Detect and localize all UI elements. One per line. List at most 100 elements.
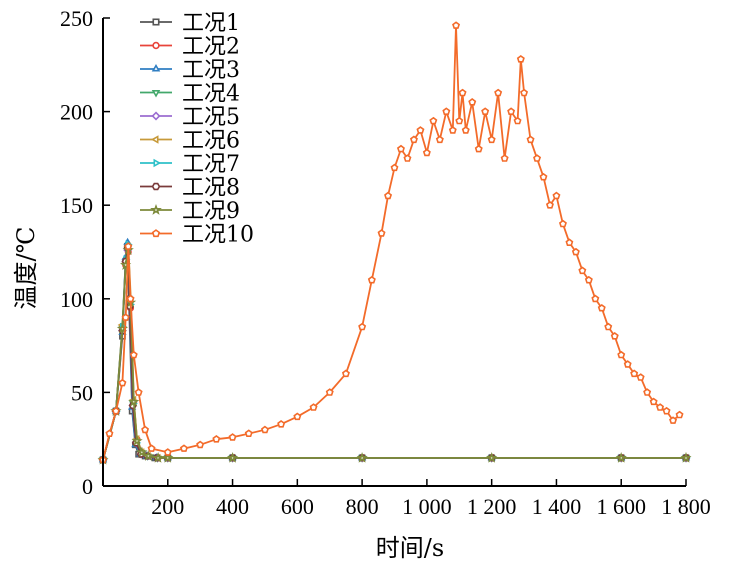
data-point	[649, 397, 658, 406]
data-point	[442, 107, 451, 115]
data-point	[403, 154, 412, 162]
y-axis-title: 温度/℃	[12, 227, 40, 310]
data-point	[656, 403, 665, 411]
data-point	[384, 191, 393, 200]
data-point	[604, 322, 613, 331]
y-tick-label: 0	[82, 474, 93, 499]
data-point	[416, 126, 425, 134]
data-point	[500, 154, 509, 162]
series-line	[102, 249, 686, 461]
legend-entry: 工况7	[140, 152, 240, 177]
data-point	[142, 450, 154, 461]
series-line	[102, 247, 686, 461]
x-tick-label: 400	[216, 494, 249, 519]
legend-marker	[151, 63, 161, 72]
data-point	[435, 135, 444, 144]
data-point	[452, 21, 461, 29]
data-point	[520, 88, 529, 97]
legend-entry: 工况6	[140, 129, 240, 154]
data-point	[584, 275, 593, 284]
legend-entry: 工况9	[140, 199, 240, 224]
series-line	[102, 245, 686, 461]
data-point	[429, 116, 438, 125]
legend-entry: 工况5	[140, 105, 240, 130]
data-point	[179, 444, 188, 452]
data-point	[105, 429, 114, 438]
legend-label: 工况9	[182, 199, 240, 224]
data-point	[163, 448, 172, 456]
data-point	[680, 451, 692, 463]
legend-entry: 工况4	[140, 82, 240, 107]
data-point	[636, 373, 645, 381]
data-point	[662, 406, 671, 415]
data-point	[494, 88, 503, 97]
x-tick-label: 200	[151, 494, 184, 519]
data-point	[481, 107, 490, 115]
data-point	[571, 247, 580, 256]
legend-label: 工况10	[182, 223, 254, 248]
data-point	[643, 388, 652, 396]
data-point	[448, 126, 457, 134]
y-tick-label: 200	[60, 100, 93, 125]
data-point	[486, 452, 498, 463]
data-point	[293, 412, 302, 421]
data-point	[341, 369, 350, 378]
legend-marker	[151, 90, 161, 98]
series-5	[98, 245, 691, 465]
data-point	[131, 435, 143, 446]
data-point	[128, 395, 140, 407]
data-point	[129, 350, 138, 359]
legend-entry: 工况2	[140, 35, 240, 60]
series-3	[98, 237, 691, 463]
x-tick-label: 1 000	[402, 494, 452, 519]
series-7	[100, 240, 691, 464]
legend-marker	[151, 111, 161, 121]
data-point	[675, 410, 684, 419]
x-tick-label: 600	[281, 494, 314, 519]
series-8	[98, 244, 691, 464]
data-point	[309, 403, 318, 411]
legend-entry: 工况8	[140, 176, 240, 201]
data-point	[152, 452, 164, 463]
data-point	[526, 135, 535, 144]
data-point	[196, 440, 205, 449]
data-point	[610, 331, 619, 340]
series-9	[97, 244, 692, 465]
legend-marker	[150, 203, 162, 215]
y-tick-label: 100	[60, 287, 93, 312]
data-point	[377, 229, 386, 237]
data-point	[458, 88, 467, 97]
series-1	[99, 243, 690, 464]
legend-entry: 工况1	[140, 11, 240, 36]
data-point	[630, 369, 639, 378]
x-tick-label: 1 600	[596, 494, 646, 519]
data-point	[516, 55, 525, 63]
data-point	[124, 242, 133, 250]
data-point	[277, 420, 286, 428]
data-point	[212, 435, 221, 443]
data-point	[565, 238, 574, 246]
data-point	[539, 172, 548, 181]
y-tick-label: 250	[60, 6, 93, 31]
data-point	[513, 116, 522, 125]
legend-label: 工况2	[182, 35, 240, 60]
series-layer	[97, 21, 692, 465]
legend-marker	[151, 229, 161, 238]
series-line	[102, 247, 686, 461]
x-tick-label: 1 800	[661, 494, 711, 519]
data-point	[396, 144, 405, 153]
data-point	[358, 322, 367, 331]
data-point	[597, 304, 606, 312]
data-point	[367, 275, 376, 284]
legend-label: 工况5	[182, 105, 240, 130]
series-6	[98, 242, 689, 464]
series-line	[102, 245, 686, 461]
legend-marker	[152, 18, 160, 26]
series-2	[99, 248, 690, 464]
legend-label: 工况1	[182, 11, 240, 36]
data-point	[118, 378, 127, 387]
data-point	[409, 135, 418, 144]
data-point	[325, 388, 334, 396]
